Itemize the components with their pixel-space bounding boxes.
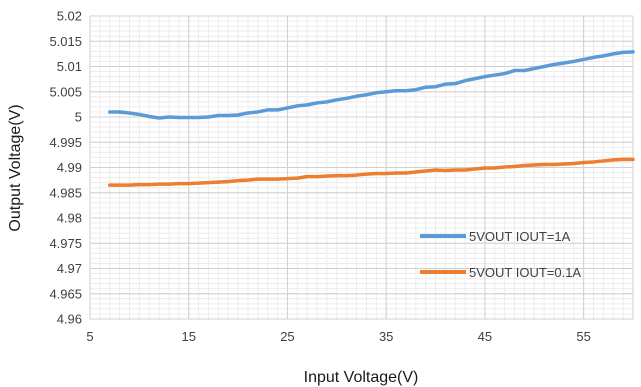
series-lines: [108, 50, 635, 187]
y-tick-label: 4.985: [49, 185, 82, 200]
y-tick-label: 4.96: [57, 312, 82, 327]
y-tick-label: 5.005: [49, 84, 82, 99]
y-tick-label: 5.01: [57, 59, 82, 74]
x-tick-label: 15: [181, 329, 195, 344]
legend-entry-1a: 5VOUT IOUT=1A: [420, 229, 571, 244]
y-tick-label: 4.975: [49, 236, 82, 251]
x-tick-label: 25: [280, 329, 294, 344]
y-tick-label: 4.97: [57, 261, 82, 276]
legend: 5VOUT IOUT=1A 5VOUT IOUT=0.1A: [420, 229, 581, 280]
x-tick-label: 5: [86, 329, 93, 344]
y-tick-label: 4.965: [49, 286, 82, 301]
x-tick-label: 45: [478, 329, 492, 344]
x-axis-title: Input Voltage(V): [304, 369, 419, 386]
x-axis-tick-labels: 5 15 25 35 45 55: [86, 329, 590, 344]
series-line-0: [108, 50, 635, 120]
x-tick-label: 55: [576, 329, 590, 344]
series-line-1: [108, 157, 635, 187]
y-tick-label: 5: [75, 110, 82, 125]
y-axis-title: Output Voltage(V): [7, 104, 24, 231]
major-gridlines: [89, 15, 634, 320]
legend-label-0.1a: 5VOUT IOUT=0.1A: [469, 265, 581, 280]
x-tick-label: 35: [379, 329, 393, 344]
legend-entry-0.1a: 5VOUT IOUT=0.1A: [420, 265, 581, 280]
y-tick-label: 4.98: [57, 211, 82, 226]
legend-label-1a: 5VOUT IOUT=1A: [469, 229, 571, 244]
y-axis-tick-labels: 4.96 4.965 4.97 4.975 4.98 4.985 4.99 4.995 5 5.0…: [49, 9, 82, 327]
y-tick-label: 5.015: [49, 34, 82, 49]
y-tick-label: 5.02: [57, 9, 82, 24]
y-tick-label: 4.995: [49, 135, 82, 150]
y-tick-label: 4.99: [57, 160, 82, 175]
